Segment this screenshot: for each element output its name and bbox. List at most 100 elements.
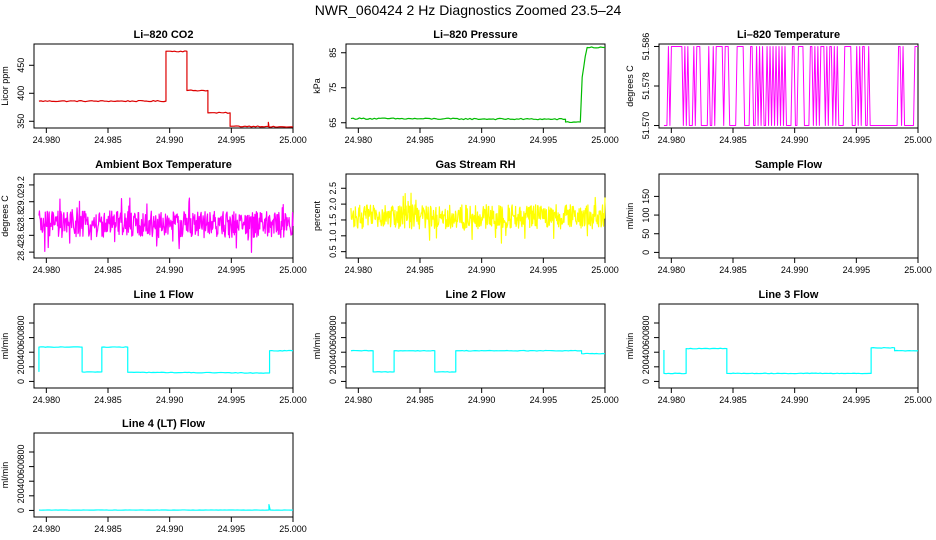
panel-1: Li–820 CO2 Licor ppm 24.980 24.985 24.990 24.… [0, 29, 307, 145]
y-tick-label: 0 [641, 250, 651, 255]
y-tick-label: 50 [641, 229, 651, 239]
y-tick-label: 400 [16, 345, 26, 360]
y-axis-label: degrees C [625, 65, 635, 107]
x-tick-label: 24.985 [406, 265, 434, 275]
y-tick-label: 1.0 [328, 230, 338, 243]
x-tick-label: 24.985 [719, 265, 747, 275]
y-tick-label: 800 [16, 444, 26, 459]
y-axis-label: ml/min [625, 333, 635, 360]
x-tick-label: 24.995 [218, 524, 246, 534]
x-tick-label: 24.985 [719, 395, 747, 405]
y-tick-label: 800 [641, 315, 651, 330]
x-tick-label: 24.990 [156, 265, 184, 275]
y-tick-label: 450 [16, 58, 26, 73]
x-tick-label: 24.995 [843, 395, 871, 405]
y-tick-label: 400 [328, 345, 338, 360]
x-tick-label: 24.980 [658, 135, 686, 145]
y-tick-label: 28.4 [16, 243, 26, 261]
x-tick-label: 24.985 [94, 524, 122, 534]
x-tick-label: 24.980 [33, 395, 61, 405]
plot-frame [33, 303, 294, 389]
panel-5: Gas Stream RH percent 24.980 24.985 24.990 24… [312, 159, 619, 275]
x-tick-label: 25.000 [279, 395, 307, 405]
panel-title: Li–820 CO2 [134, 29, 194, 41]
y-tick-label: 100 [641, 208, 651, 223]
x-tick-label: 24.985 [94, 135, 122, 145]
series-line [350, 46, 606, 124]
y-tick-label: 0 [328, 379, 338, 384]
y-tick-label: 29.0 [16, 193, 26, 211]
y-axis-label: percent [312, 200, 322, 231]
x-tick-label: 24.980 [33, 135, 61, 145]
panel-7: Line 1 Flow ml/min 24.980 24.985 24.990 24.99… [0, 289, 307, 405]
series-line [38, 346, 294, 374]
y-tick-label: 400 [16, 86, 26, 101]
y-tick-label: 28.8 [16, 210, 26, 228]
y-tick-label: 150 [641, 189, 651, 204]
x-tick-label: 24.990 [468, 265, 496, 275]
series-line [350, 192, 606, 244]
panel-title: Line 3 Flow [759, 289, 819, 301]
x-tick-label: 24.990 [156, 524, 184, 534]
y-tick-label: 350 [16, 114, 26, 129]
y-tick-label: 600 [641, 330, 651, 345]
panel-title: Line 1 Flow [134, 289, 194, 301]
x-tick-label: 25.000 [279, 524, 307, 534]
x-tick-label: 24.995 [530, 395, 558, 405]
x-tick-label: 25.000 [904, 265, 932, 275]
plot-frame [33, 43, 294, 129]
series-line [663, 346, 919, 375]
x-tick-label: 24.995 [218, 265, 246, 275]
panel-8: Line 2 Flow ml/min 24.980 24.985 24.990 24.99… [312, 289, 619, 405]
plot-frame [658, 303, 919, 389]
y-tick-label: 28.6 [16, 227, 26, 245]
y-tick-label: 400 [16, 474, 26, 489]
y-axis-label: ml/min [0, 462, 10, 489]
y-tick-label: 600 [16, 459, 26, 474]
series-line [38, 503, 294, 511]
plot-frame [345, 43, 606, 129]
x-tick-label: 25.000 [279, 265, 307, 275]
y-tick-label: 0 [16, 379, 26, 384]
x-tick-label: 24.995 [218, 395, 246, 405]
y-tick-label: 600 [328, 330, 338, 345]
x-tick-label: 24.990 [781, 265, 809, 275]
y-tick-label: 800 [16, 315, 26, 330]
x-tick-label: 24.985 [94, 265, 122, 275]
y-tick-label: 0.5 [328, 245, 338, 258]
y-tick-label: 600 [16, 330, 26, 345]
panel-2: Li–820 Pressure kPa 24.980 24.985 24.990 24.9… [312, 29, 619, 145]
y-tick-label: 200 [16, 488, 26, 503]
panel-title: Li–820 Temperature [737, 29, 840, 41]
panel-title: Ambient Box Temperature [95, 159, 232, 171]
panel-3: Li–820 Temperature degrees C 24.980 24.985 2… [625, 29, 932, 145]
x-tick-label: 24.980 [33, 524, 61, 534]
x-tick-label: 24.990 [781, 395, 809, 405]
x-tick-label: 24.980 [658, 265, 686, 275]
plot-frame [658, 43, 919, 129]
plot-frame [658, 173, 919, 259]
x-tick-label: 24.985 [406, 135, 434, 145]
x-tick-label: 24.990 [468, 395, 496, 405]
x-tick-label: 25.000 [904, 135, 932, 145]
y-tick-label: 400 [641, 345, 651, 360]
x-tick-label: 24.985 [94, 395, 122, 405]
panel-title: Li–820 Pressure [433, 29, 517, 41]
panel-title: Sample Flow [755, 159, 823, 171]
x-tick-label: 24.995 [530, 135, 558, 145]
series-line [38, 50, 294, 128]
y-tick-label: 51.578 [641, 72, 651, 100]
x-tick-label: 25.000 [591, 135, 619, 145]
y-tick-label: 200 [641, 359, 651, 374]
y-tick-label: 200 [16, 359, 26, 374]
plot-frame [33, 432, 294, 518]
y-tick-label: 51.586 [641, 33, 651, 61]
y-tick-label: 800 [328, 315, 338, 330]
series-line [350, 349, 606, 373]
x-tick-label: 24.995 [218, 135, 246, 145]
series-line [38, 197, 294, 253]
x-tick-label: 24.980 [658, 395, 686, 405]
panel-9: Line 3 Flow ml/min 24.980 24.985 24.990 24.99… [625, 289, 932, 405]
series-line [663, 45, 918, 127]
